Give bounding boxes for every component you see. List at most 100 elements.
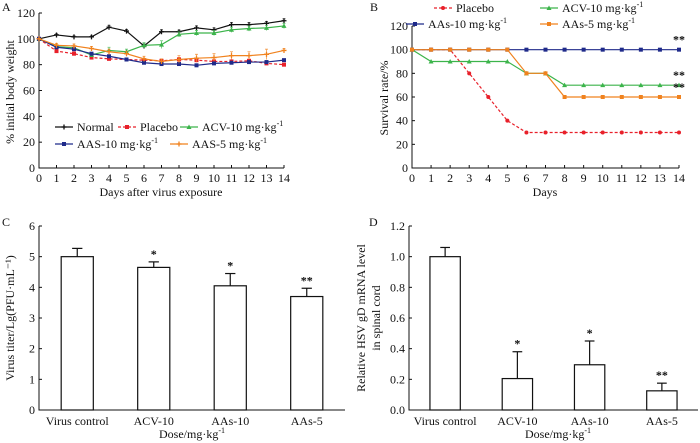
x-tick-label: 13 <box>654 171 666 185</box>
legend-label: Normal <box>77 120 114 134</box>
data-point <box>264 51 269 57</box>
legend-label-sup: -1 <box>260 136 267 145</box>
bar-group: Virus control <box>46 247 109 428</box>
data-point <box>229 53 234 59</box>
data-point <box>562 47 567 52</box>
data-point <box>543 130 548 135</box>
data-point <box>159 29 164 35</box>
panel-label-c: C <box>2 215 10 229</box>
legend-label-main: AAS-5 mg·kg <box>192 137 260 151</box>
data-point <box>176 57 182 62</box>
legend-swatch-marker <box>413 22 417 26</box>
data-point <box>106 24 112 30</box>
x-tick-label: 1 <box>428 171 434 185</box>
data-point <box>107 56 111 61</box>
x-axis-label: Days <box>533 185 558 199</box>
bar-group: * ACV-10 <box>497 337 537 428</box>
data-point <box>246 53 252 59</box>
data-point <box>600 95 605 99</box>
bar <box>646 390 678 411</box>
data-point <box>72 47 76 52</box>
data-point <box>281 18 287 24</box>
legend-swatch-marker <box>186 124 192 129</box>
data-point <box>448 47 453 52</box>
data-point <box>524 71 529 76</box>
y-tick-label: 20 <box>23 135 35 149</box>
data-point <box>543 47 548 52</box>
svg-text:Dose/mg·kg-1: Dose/mg·kg-1 <box>525 426 591 441</box>
data-point <box>562 130 567 135</box>
x-tick-label: 8 <box>176 171 182 185</box>
significance-label: * <box>151 247 157 261</box>
x-axis-label-sup: -1 <box>218 426 225 435</box>
significance-label: * <box>514 337 520 351</box>
data-point <box>264 25 269 30</box>
data-point <box>429 47 434 52</box>
legend-item: ACV-10 mg·kg-1 <box>540 0 643 15</box>
data-point <box>428 59 434 64</box>
panel-label-a: A <box>2 0 11 14</box>
legend-label: Placebo <box>456 1 494 15</box>
data-point <box>229 60 234 65</box>
data-point <box>72 51 76 56</box>
legend-swatch-marker <box>546 5 552 10</box>
bar-group: * AAs-10 <box>571 326 609 428</box>
y-tick-label: 4 <box>29 280 35 294</box>
y-tick-label: 0.0 <box>390 403 405 417</box>
data-point <box>282 58 286 63</box>
data-point <box>676 82 682 88</box>
data-point <box>211 30 217 36</box>
legend-swatch-marker <box>547 22 551 26</box>
data-point <box>581 82 587 88</box>
data-point <box>600 130 605 135</box>
x-axis-label: Dose/mg·kg-1 <box>525 426 591 441</box>
data-point <box>657 130 662 135</box>
legend-swatch-marker <box>176 141 182 147</box>
bar <box>501 377 534 411</box>
data-point <box>247 60 251 65</box>
legend-label-main: AAS-10 mg·kg <box>77 137 151 151</box>
data-point <box>543 71 548 76</box>
y-tick-label: 3 <box>29 311 35 325</box>
data-point <box>36 36 42 42</box>
x-tick-label: 7 <box>159 171 165 185</box>
y-tick-label: 80 <box>396 66 408 80</box>
svg-text:Dose/mg·kg-1: Dose/mg·kg-1 <box>159 426 225 441</box>
y-tick-label: 40 <box>396 114 408 128</box>
y-tick-label: 0.2 <box>390 372 405 386</box>
x-tick-label: AAs-10 <box>211 414 249 428</box>
significance-label: ** <box>673 33 685 47</box>
legend-item: Placebo <box>118 120 178 134</box>
legend-swatch-marker <box>441 6 445 10</box>
data-point <box>54 49 59 54</box>
data-point <box>89 51 94 56</box>
data-point <box>562 95 567 99</box>
data-point <box>142 60 146 65</box>
series-aas-5-mg-kg: ** <box>410 47 685 99</box>
x-tick-label: 9 <box>581 171 587 185</box>
data-point <box>581 95 586 99</box>
data-point <box>281 47 287 53</box>
legend-item: AAs-10 mg·kg-1 <box>406 16 507 31</box>
data-point <box>124 51 129 57</box>
legend-label-sup: -1 <box>628 16 635 25</box>
data-point <box>194 55 199 61</box>
data-point <box>638 95 643 99</box>
series-acv-10-mg-kg: ** <box>409 47 685 88</box>
legend-swatch-marker <box>62 142 66 146</box>
y-axis-label: Virus titer/Lg(PFU·mL⁻¹) <box>3 255 17 381</box>
data-point <box>89 34 94 40</box>
y-tick-label: 60 <box>23 84 35 98</box>
y-tick-label: 0.8 <box>390 280 405 294</box>
y-tick-label: 60 <box>396 90 408 104</box>
legend-label: Placebo <box>140 120 178 134</box>
series-line <box>411 49 679 86</box>
data-point <box>581 47 586 52</box>
data-point <box>505 118 510 123</box>
data-point <box>106 49 112 55</box>
data-point <box>141 56 147 62</box>
data-point <box>282 62 286 67</box>
y-tick-label: 6 <box>29 219 35 233</box>
